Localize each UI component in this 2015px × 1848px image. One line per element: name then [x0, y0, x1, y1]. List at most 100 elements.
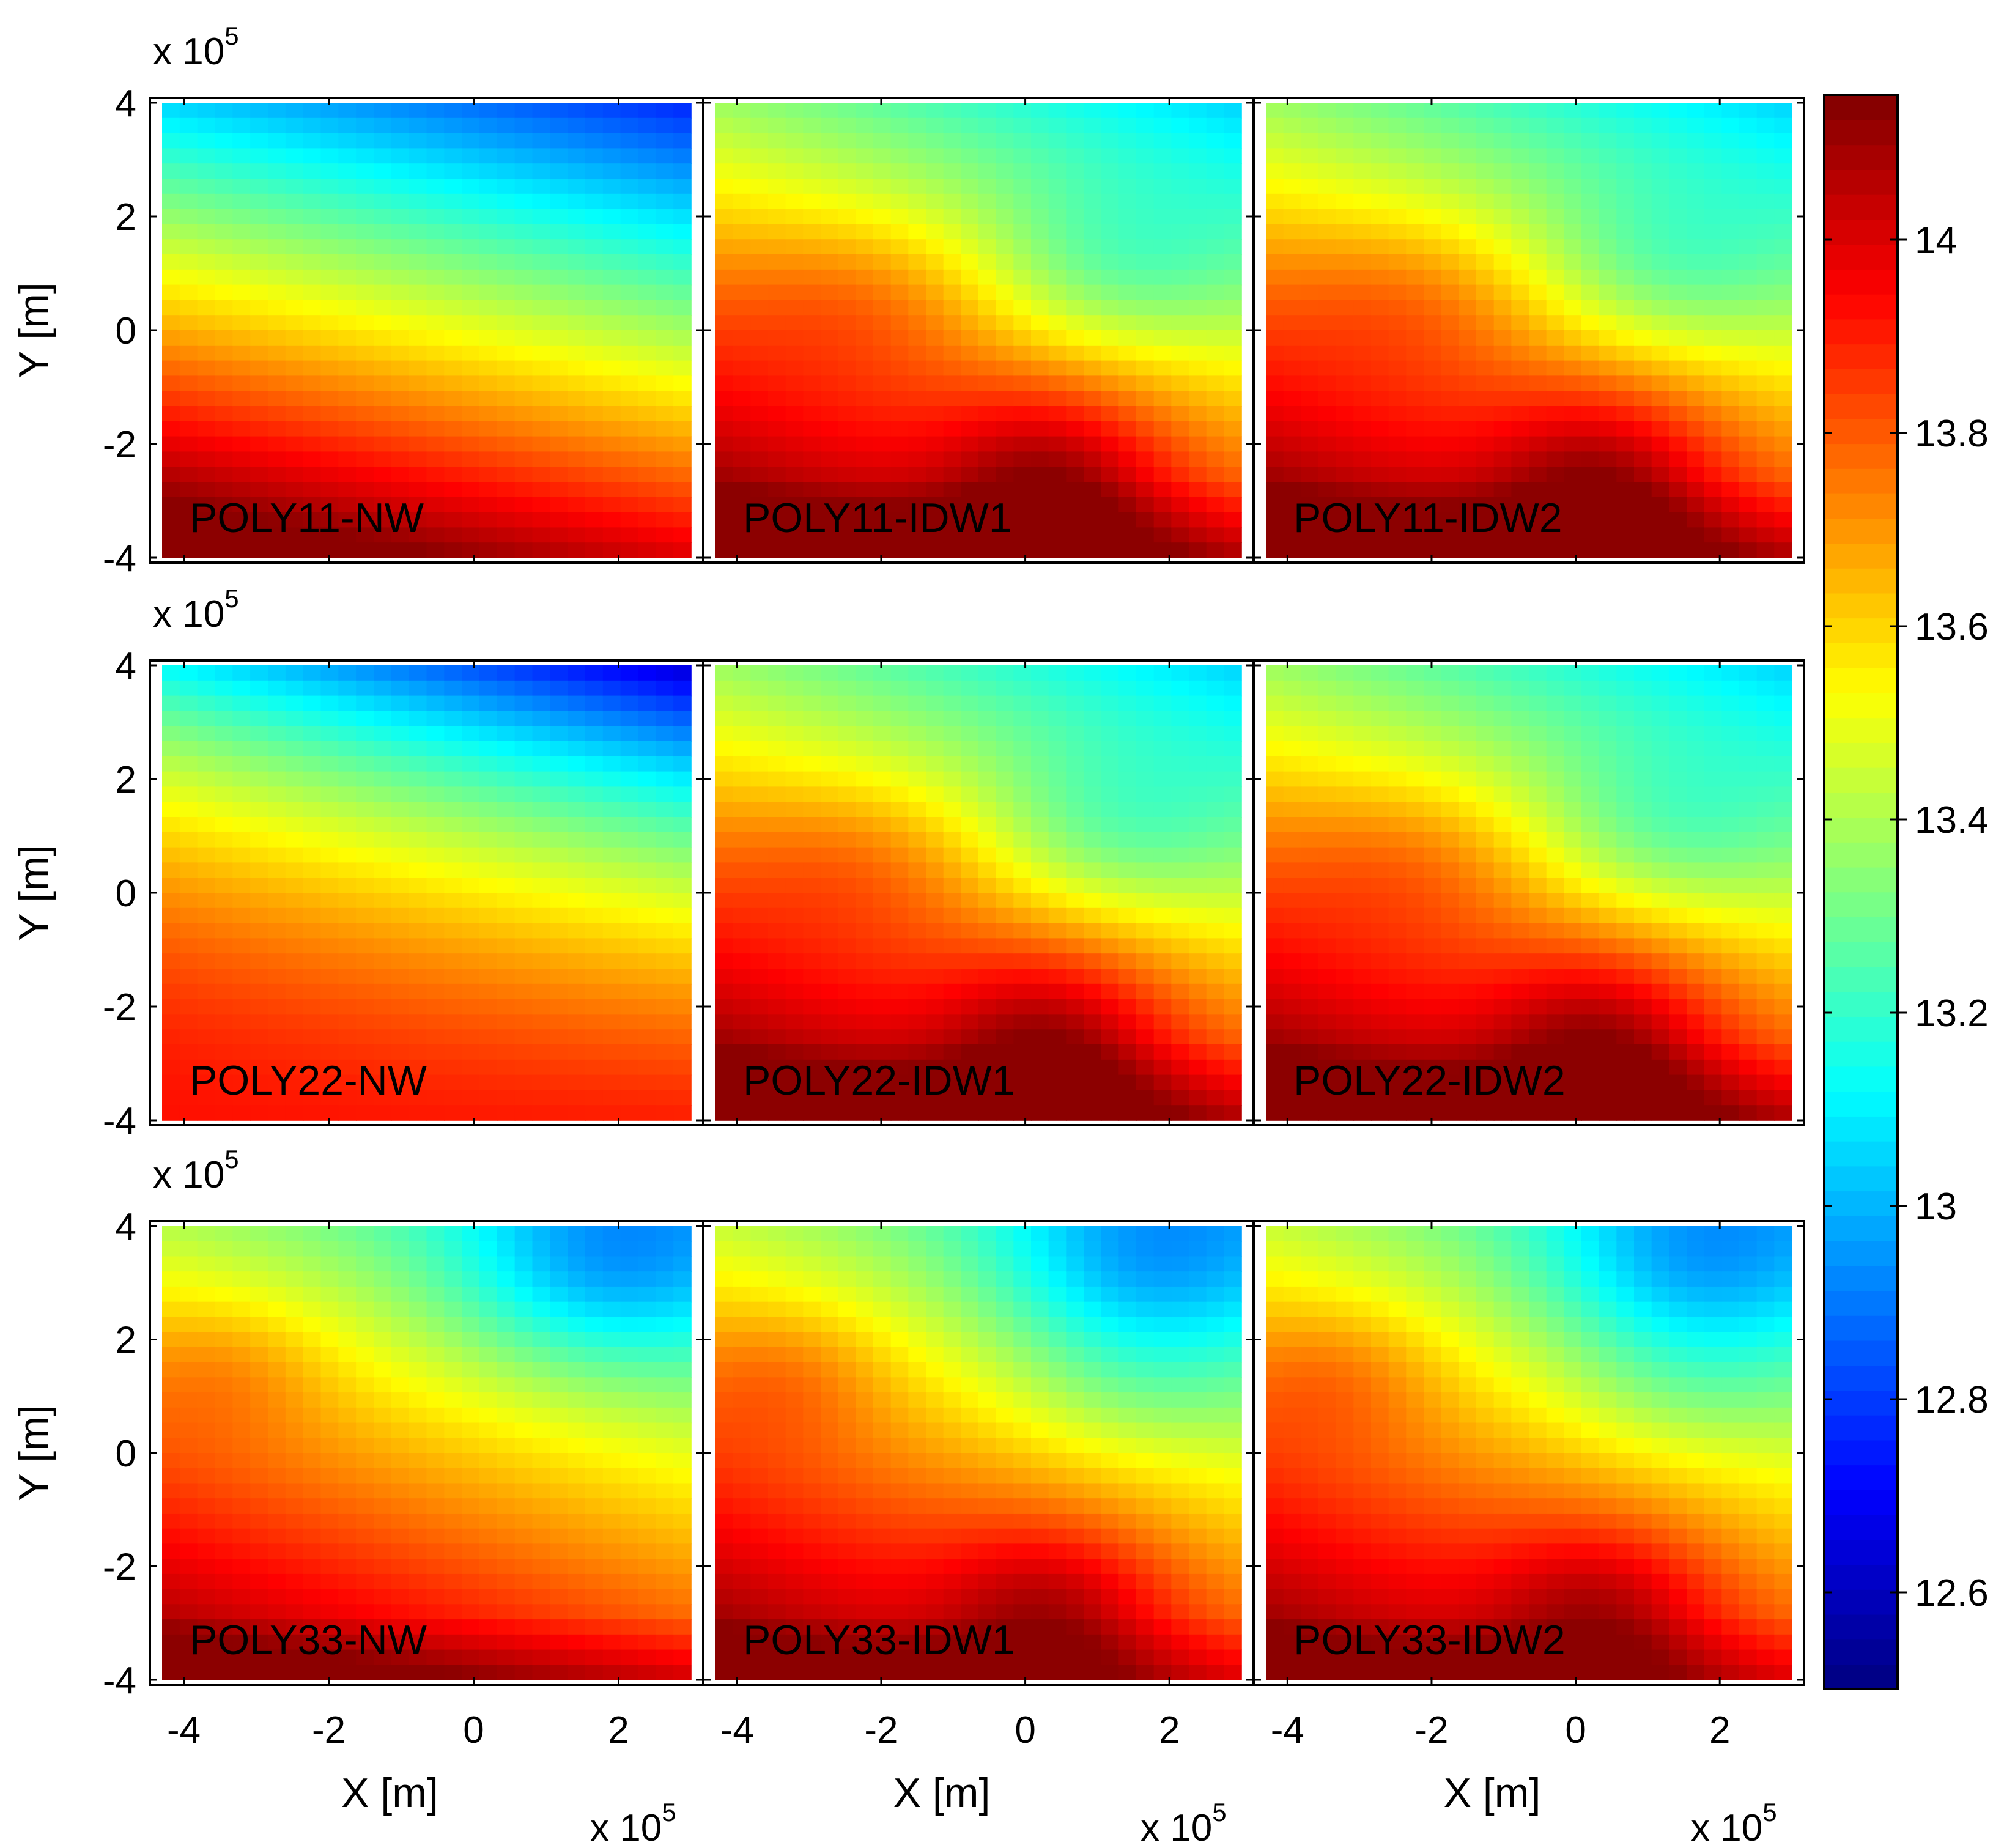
heatmap-cell [374, 741, 392, 757]
heatmap-cell [1206, 999, 1225, 1015]
heatmap-cell [550, 421, 568, 437]
heatmap-cell [908, 436, 926, 453]
heatmap-cell [1153, 969, 1172, 985]
heatmap-cell [890, 148, 909, 164]
heatmap-cell [444, 1105, 462, 1121]
heatmap-cell [303, 163, 322, 179]
heatmap-cell [996, 1044, 1015, 1060]
heatmap-cell [285, 771, 304, 788]
heatmap-cell [338, 103, 357, 119]
heatmap-cell [1353, 406, 1372, 422]
heatmap-cell [803, 103, 821, 119]
heatmap-cell [162, 103, 180, 119]
heatmap-cell [1153, 817, 1172, 833]
heatmap-cell [638, 847, 657, 863]
heatmap-cell [996, 1074, 1015, 1091]
heatmap-cell [1353, 193, 1372, 210]
heatmap-cell [620, 665, 639, 681]
heatmap-cell [1721, 436, 1740, 453]
heatmap-cell [1388, 360, 1407, 377]
heatmap-cell [1388, 163, 1407, 179]
heatmap-cell [1459, 969, 1477, 985]
heatmap-cell [656, 907, 674, 924]
heatmap-cell [602, 148, 621, 164]
heatmap-cell [1318, 680, 1337, 697]
heatmap-cell [620, 923, 639, 939]
heatmap-cell [1493, 665, 1512, 681]
heatmap-cell [961, 711, 979, 726]
heatmap-cell [1101, 345, 1120, 361]
heatmap-cell [1388, 375, 1407, 391]
heatmap-cell [532, 163, 551, 179]
heatmap-cell [673, 1044, 692, 1060]
heatmap-cell [215, 1074, 234, 1091]
heatmap-cell [268, 953, 286, 969]
heatmap-cell [179, 680, 198, 697]
heatmap-cell [1756, 315, 1775, 331]
heatmap-cell [768, 1029, 786, 1045]
heatmap-cell [1266, 893, 1284, 909]
heatmap-cell [1704, 497, 1723, 513]
heatmap-cell [926, 1059, 944, 1076]
heatmap-cell [444, 847, 462, 863]
heatmap-cell [961, 391, 979, 407]
heatmap-cell [638, 1090, 657, 1106]
heatmap-cell [838, 999, 857, 1015]
heatmap-cell [908, 1090, 926, 1106]
heatmap-cell [961, 315, 979, 331]
heatmap-cell [1651, 542, 1670, 558]
heatmap-cell [1616, 497, 1635, 513]
heatmap-cell [620, 862, 639, 878]
heatmap-cell [856, 512, 874, 528]
heatmap-cell [821, 893, 839, 909]
heatmap-cell [890, 1029, 909, 1045]
heatmap-cell [1031, 133, 1049, 149]
heatmap-cell [215, 1105, 234, 1121]
heatmap-cell [1101, 847, 1120, 863]
heatmap-cell [873, 330, 892, 346]
heatmap-cell [673, 817, 692, 833]
heatmap-cell [462, 406, 480, 422]
heatmap-cell [215, 482, 234, 498]
heatmap-cell [1031, 103, 1049, 119]
heatmap-cell [638, 969, 657, 985]
heatmap-cell [1441, 542, 1460, 558]
heatmap-cell [1301, 133, 1319, 149]
heatmap-cell [1283, 300, 1302, 316]
heatmap-cell [1084, 224, 1102, 240]
heatmap-cell [320, 862, 339, 878]
heatmap-cell [1353, 1090, 1372, 1106]
heatmap-cell [803, 847, 821, 863]
heatmap-cell [356, 406, 374, 422]
heatmap-cell [1224, 1090, 1242, 1106]
heatmap-cell [1353, 148, 1372, 164]
heatmap-cell [1206, 786, 1225, 802]
heatmap-cell [374, 999, 392, 1015]
heatmap-cell [803, 893, 821, 909]
heatmap-cell [303, 878, 322, 893]
heatmap-cell [1101, 375, 1120, 391]
heatmap-cell [1153, 193, 1172, 210]
heatmap-cell [620, 330, 639, 346]
heatmap-cell [162, 771, 180, 788]
heatmap-cell [620, 300, 639, 316]
heatmap-cell [1336, 711, 1355, 726]
heatmap-cell [409, 254, 427, 270]
heatmap-cell [1669, 421, 1687, 437]
heatmap-cell [750, 756, 769, 772]
heatmap-cell [890, 953, 909, 969]
heatmap-cell [1153, 786, 1172, 802]
heatmap-cell [497, 847, 516, 863]
heatmap-cell [356, 726, 374, 742]
heatmap-cell [232, 1090, 251, 1106]
heatmap-cell [978, 406, 997, 422]
heatmap-cell [1283, 391, 1302, 407]
heatmap-cell [750, 179, 769, 194]
heatmap-cell [943, 817, 962, 833]
heatmap-cell [1546, 406, 1565, 422]
heatmap-cell [1459, 1044, 1477, 1060]
heatmap-cell [1388, 1090, 1407, 1106]
heatmap-cell [1441, 315, 1460, 331]
heatmap-cell [1048, 1014, 1067, 1030]
heatmap-cell [197, 983, 216, 1000]
